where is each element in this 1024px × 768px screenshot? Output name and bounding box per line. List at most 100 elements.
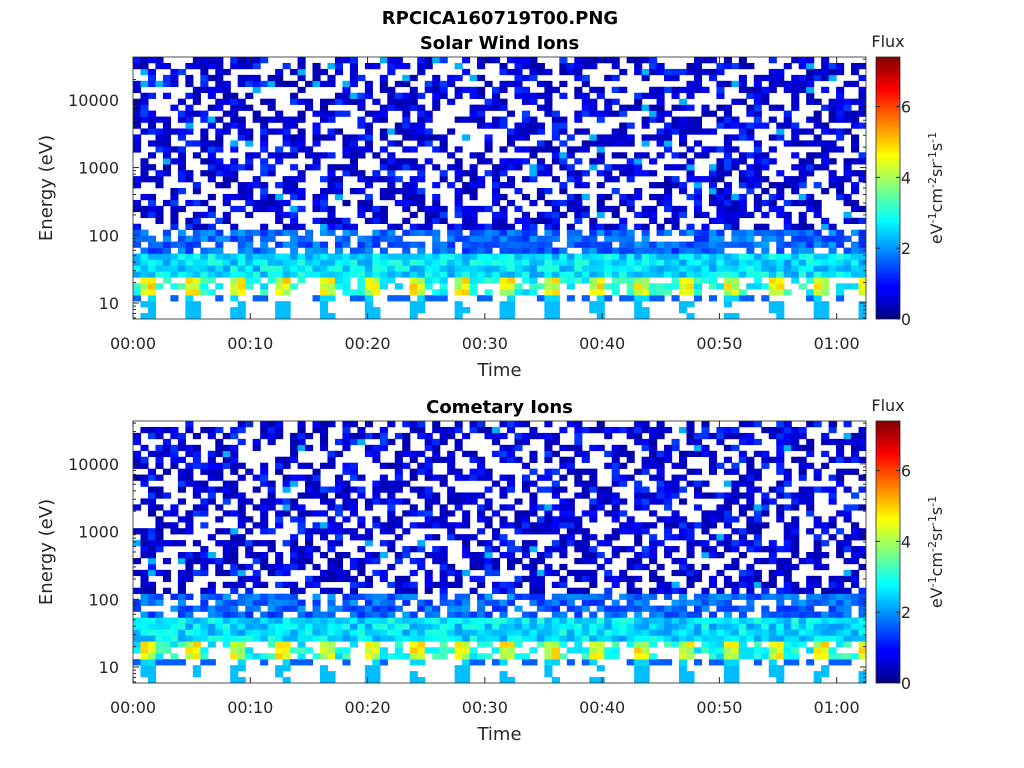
heatmap-cell [791, 623, 800, 630]
heatmap-cell [230, 313, 239, 319]
heatmap-cell [649, 641, 658, 648]
heatmap-cell [634, 158, 643, 165]
heatmap-cell [753, 623, 762, 630]
heatmap-cell [806, 57, 815, 64]
heatmap-cell [581, 653, 590, 660]
heatmap-cell [559, 128, 568, 135]
heatmap-cell [761, 623, 770, 630]
heatmap-cell [200, 265, 209, 272]
heatmap-cell [387, 57, 396, 64]
heatmap-cell [551, 492, 560, 499]
heatmap-cell [619, 164, 628, 171]
heatmap-cell [387, 522, 396, 529]
heatmap-cell [581, 140, 590, 147]
heatmap-cell [200, 253, 209, 260]
heatmap-cell [783, 265, 792, 272]
heatmap-cell [245, 516, 254, 523]
heatmap-cell [162, 152, 171, 159]
heatmap-cell [596, 295, 605, 302]
heatmap-cell [551, 611, 560, 618]
heatmap-cell [544, 307, 553, 314]
heatmap-cell [566, 146, 575, 153]
heatmap-cell [671, 176, 680, 183]
heatmap-cell [230, 557, 239, 565]
heatmap-cell [267, 253, 276, 260]
heatmap-cell [634, 629, 643, 636]
heatmap-cell [305, 253, 314, 260]
heatmap-cell [372, 611, 381, 618]
heatmap-cell [245, 265, 254, 272]
heatmap-cell [492, 599, 501, 606]
heatmap-cell [746, 653, 755, 660]
heatmap-cell [783, 629, 792, 636]
heatmap-cell [140, 528, 149, 535]
heatmap-cell [641, 277, 650, 284]
heatmap-cell [394, 617, 403, 624]
heatmap-cell [357, 176, 366, 183]
heatmap-cell [529, 217, 538, 225]
heatmap-cell [155, 128, 164, 135]
heatmap-cell [237, 599, 246, 606]
heatmap-cell [604, 462, 613, 469]
heatmap-cell [544, 450, 553, 458]
heatmap-cell [589, 426, 598, 434]
heatmap-cell [409, 128, 418, 135]
heatmap-cell [432, 146, 441, 153]
heatmap-cell [574, 557, 583, 565]
heatmap-cell [701, 450, 710, 458]
heatmap-cell [222, 110, 231, 117]
heatmap-cell [387, 158, 396, 165]
heatmap-cell [851, 182, 860, 189]
heatmap-cell [319, 98, 329, 105]
heatmap-cell [297, 265, 306, 272]
heatmap-cell [753, 647, 762, 654]
heatmap-cell [372, 229, 381, 236]
heatmap-cell [581, 617, 590, 624]
heatmap-cell [656, 283, 665, 290]
heatmap-cell [162, 492, 171, 499]
heatmap-cell [492, 647, 501, 654]
heatmap-cell [439, 289, 448, 296]
heatmap-cell [349, 62, 358, 70]
heatmap-cell [372, 480, 381, 487]
heatmap-cell [447, 569, 456, 577]
heatmap-cell [177, 235, 186, 242]
heatmap-cell [454, 575, 463, 583]
heatmap-cell [798, 271, 807, 278]
heatmap-cell [267, 74, 276, 82]
heatmap-cell [237, 623, 246, 630]
heatmap-cell [155, 217, 164, 225]
heatmap-cell [252, 116, 261, 123]
heatmap-cell [634, 188, 643, 195]
heatmap-cell [604, 223, 613, 230]
heatmap-cell [776, 229, 785, 236]
heatmap-cell [372, 259, 381, 266]
heatmap-cell [783, 540, 792, 547]
heatmap-cell [230, 57, 239, 64]
heatmap-cell [319, 486, 329, 493]
heatmap-cell [746, 134, 755, 141]
heatmap-cell [574, 217, 583, 225]
heatmap-cell [290, 140, 299, 147]
heatmap-cell [776, 128, 785, 135]
heatmap-cell [821, 265, 830, 272]
heatmap-cell [693, 659, 703, 666]
heatmap-cell [723, 301, 732, 308]
heatmap-cell [297, 641, 306, 648]
heatmap-cell [506, 421, 516, 428]
heatmap-cell [484, 170, 493, 177]
heatmap-cell [230, 605, 239, 612]
heatmap-cell [177, 474, 186, 481]
heatmap-cell [641, 421, 650, 428]
heatmap-cell [664, 498, 673, 505]
heatmap-cell [626, 277, 635, 284]
heatmap-cell [783, 635, 792, 642]
heatmap-cell [791, 605, 800, 612]
heatmap-cell [671, 265, 680, 272]
heatmap-cell [634, 277, 643, 284]
heatmap-cell [387, 241, 396, 248]
heatmap-cell [738, 540, 747, 547]
heatmap-cell [686, 80, 695, 88]
heatmap-cell [581, 623, 590, 630]
heatmap-cell [477, 223, 486, 230]
